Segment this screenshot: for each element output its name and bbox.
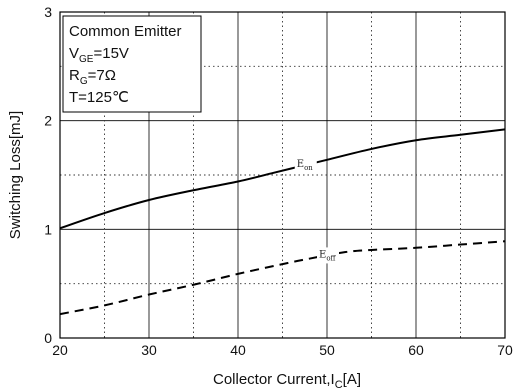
series-label-sub: off [326,254,336,262]
x-axis-label-unit: [A] [343,371,361,388]
legend-line-main: T=125℃ [69,89,129,106]
plot-frame [59,11,506,339]
legend-line-main: R [69,67,80,84]
x-axis-label-symbol: I [331,371,335,388]
series-label-bg [317,247,339,264]
series-label-bg [294,157,317,174]
legend-line-rest: =15V [93,45,128,62]
legend-line: VGE=15V [69,45,129,65]
x-tick-label: 70 [497,342,513,358]
legend-line: Common Emitter [69,23,182,40]
series-label-on: Eon [297,159,314,172]
legend-line-main: V [69,45,79,62]
y-tick-label: 1 [44,221,52,237]
x-tick-label: 30 [141,342,157,358]
legend-line: RG=7Ω [69,67,116,87]
x-tick-label: 60 [408,342,424,358]
x-tick-label: 20 [52,342,68,358]
legend-line: T=125℃ [69,89,129,106]
legend-line-rest: =7Ω [88,67,116,84]
series-line-on [59,128,506,230]
series-label-main: E [297,159,304,170]
legend-line-sub: G [80,76,88,87]
x-axis-label: Collector Current,IC[A] [213,371,361,389]
series-label-off: Eoff [319,249,337,262]
legend-line-main: Common Emitter [69,23,182,40]
tick-labels: 20 30 40 50 60 70 0 1 2 3 [44,4,513,358]
series-line-off [59,240,506,316]
series-label-main: E [319,249,326,260]
x-tick-label: 50 [319,342,335,358]
x-tick-label: 40 [230,342,246,358]
y-axis-label: Switching Loss[mJ] [7,111,24,239]
y-tick-label: 0 [44,330,52,346]
y-tick-label: 3 [44,4,52,20]
x-axis-label-text: Collector Current, [213,371,331,388]
x-axis-label-subscript: C [335,379,343,389]
series-label-sub: on [304,164,313,172]
legend-frame [62,15,202,113]
legend-line-sub: GE [79,54,94,65]
y-tick-label: 2 [44,113,52,129]
